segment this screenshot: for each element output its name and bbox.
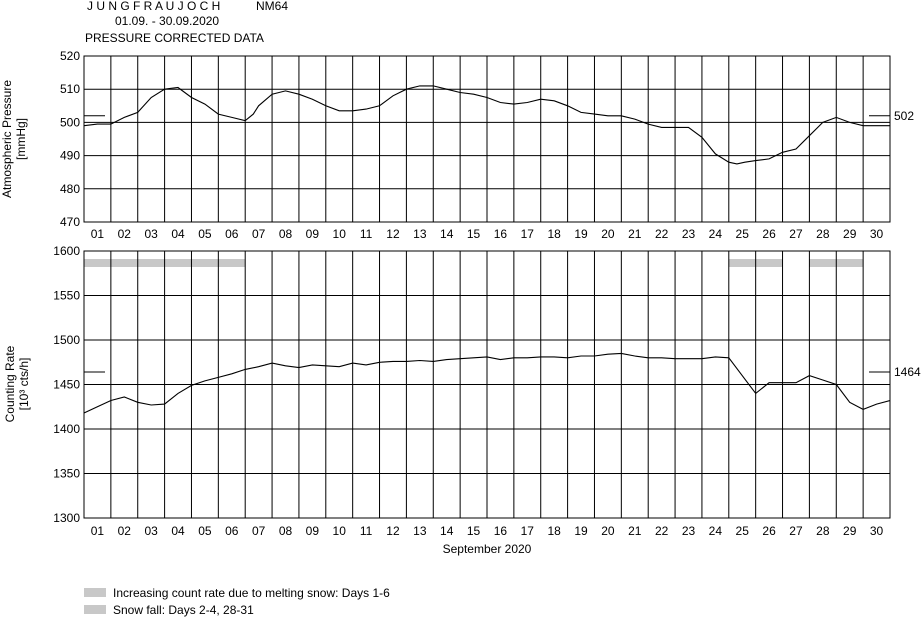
y-tick-label: 1400 [53,422,80,436]
x-tick-label: 07 [252,227,266,241]
x-tick-label: 28 [816,524,830,538]
x-tick-label: 25 [736,227,750,241]
x-tick-label: 03 [144,524,158,538]
y-axis-unit: [mmHg] [14,118,28,160]
x-tick-label: 21 [628,227,642,241]
x-tick-label: 24 [709,227,723,241]
x-tick-label: 04 [171,524,185,538]
x-tick-label: 11 [360,524,373,538]
reference-value-label: 502 [894,109,914,123]
x-tick-label: 03 [144,227,158,241]
x-tick-label: 27 [789,227,803,241]
pressure-panel: 470 480 490 500 510 520 01 02 03 04 05 06 07 08 09 10 11… [0,49,914,241]
x-tick-label: 16 [494,524,508,538]
x-tick-label: 15 [467,524,481,538]
x-tick-label: 05 [198,227,212,241]
x-tick-label: 10 [333,524,347,538]
x-tick-label: 29 [843,524,857,538]
x-tick-label: 05 [198,524,212,538]
x-tick-label: 21 [628,524,642,538]
legend-swatch-snow-fall [84,605,106,614]
station-name: J U N G F R A U J O C H [87,0,220,13]
x-tick-label: 20 [601,227,615,241]
series-line-pressure [83,85,890,165]
y-axis-label: Atmospheric Pressure [0,80,14,198]
x-tick-label: 12 [386,227,400,241]
x-tick-label: 16 [494,227,508,241]
legend-label-melting-snow: Increasing count rate due to melting sno… [113,586,390,600]
x-tick-label: 11 [360,227,373,241]
chart-subtitle: PRESSURE CORRECTED DATA [85,31,264,45]
legend-swatch-melting-snow [84,588,106,597]
x-tick-label: 02 [118,524,132,538]
x-tick-label: 01 [91,524,105,538]
x-tick-label: 07 [252,524,266,538]
x-tick-label: 22 [655,227,669,241]
x-tick-label: 30 [870,227,884,241]
x-tick-label: 12 [386,524,400,538]
monitor-type: NM64 [256,0,288,13]
x-tick-label: 08 [279,524,293,538]
y-tick-label: 1450 [53,378,80,392]
y-axis-unit: [10³ cts/h] [17,358,31,411]
x-tick-label: 25 [736,524,750,538]
x-tick-label: 09 [306,227,320,241]
legend: Increasing count rate due to melting sno… [84,586,390,617]
x-tick-label: 01 [91,227,105,241]
x-tick-label: 19 [574,227,588,241]
x-tick-label: 15 [467,227,481,241]
x-tick-label: 26 [762,227,776,241]
y-tick-label: 510 [60,82,80,96]
x-tick-label: 04 [171,227,185,241]
x-tick-label: 06 [225,227,239,241]
y-tick-label: 490 [60,149,80,163]
y-tick-label: 1600 [53,244,80,258]
y-axis-label: Counting Rate [3,345,17,422]
y-tick-label: 470 [60,215,80,229]
x-tick-label: 19 [574,524,588,538]
x-tick-label: 26 [762,524,776,538]
y-tick-label: 1550 [53,289,80,303]
x-tick-label: 23 [682,227,696,241]
x-tick-label: 13 [413,227,427,241]
x-tick-label: 24 [709,524,723,538]
reference-value-label: 1464 [894,365,921,379]
y-tick-label: 1500 [53,333,80,347]
x-tick-label: 20 [601,524,615,538]
x-tick-label: 13 [413,524,427,538]
x-tick-label: 28 [816,227,830,241]
y-tick-label: 1350 [53,467,80,481]
x-tick-label: 10 [333,227,347,241]
y-tick-label: 1300 [53,511,80,525]
x-tick-label: 14 [440,524,454,538]
date-range: 01.09. - 30.09.2020 [115,14,219,28]
x-tick-label: 17 [521,227,535,241]
x-tick-label: 18 [547,227,561,241]
x-tick-label: 06 [225,524,239,538]
x-tick-label: 29 [843,227,857,241]
x-tick-label: 30 [870,524,884,538]
legend-label-snow-fall: Snow fall: Days 2-4, 28-31 [113,603,254,617]
x-axis-label: September 2020 [443,542,532,556]
chart-header: J U N G F R A U J O C H NM64 01.09. - 30… [85,0,288,45]
x-tick-label: 27 [789,524,803,538]
x-tick-label: 17 [521,524,535,538]
x-tick-label: 18 [547,524,561,538]
x-tick-label: 08 [279,227,293,241]
y-tick-label: 520 [60,49,80,63]
x-tick-label: 22 [655,524,669,538]
x-tick-label: 02 [118,227,132,241]
plot-frame [83,250,891,519]
y-tick-label: 480 [60,182,80,196]
x-tick-label: 23 [682,524,696,538]
y-tick-label: 500 [60,115,80,129]
x-tick-label: 14 [440,227,454,241]
counting-rate-panel: 1300 1350 1400 1450 1500 1550 1600 01 02 03 04 05 06… [3,244,921,556]
series-line-counting_rate [83,352,891,414]
plot-frame [83,55,891,223]
x-tick-label: 09 [306,524,320,538]
